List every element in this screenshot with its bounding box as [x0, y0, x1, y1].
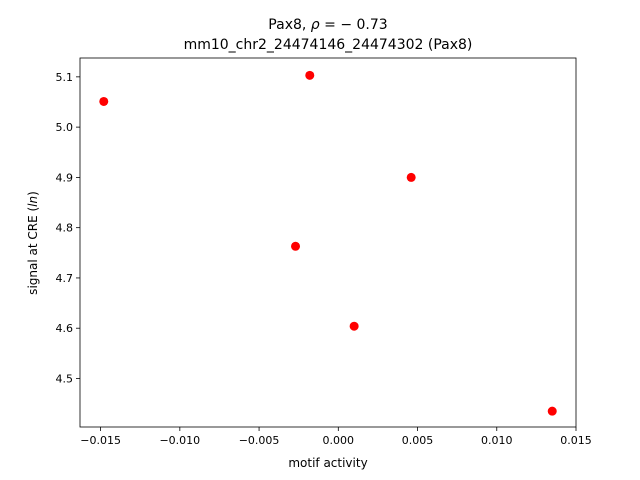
y-tick-label: 5.1 — [56, 71, 74, 84]
chart-subtitle: mm10_chr2_24474146_24474302 (Pax8) — [184, 37, 473, 53]
y-tick-label: 4.6 — [56, 322, 74, 335]
y-tick-label: 4.9 — [56, 171, 74, 184]
plot-frame — [79, 57, 577, 428]
y-axis-label-suffix: ) — [26, 191, 40, 196]
x-tick-label: −0.015 — [80, 434, 121, 447]
x-axis-label: motif activity — [288, 456, 367, 470]
title-stat-symbol: ρ — [311, 17, 320, 33]
chart-title: Pax8, ρ = − 0.73 — [268, 17, 387, 33]
y-tick-label: 5.0 — [56, 121, 74, 134]
data-point — [547, 406, 557, 416]
data-point — [406, 172, 416, 182]
y-axis-label-italic: ln — [26, 196, 40, 207]
plot-area: −0.015 −0.010 −0.005 0.000 0.005 0.010 0.015 4.… — [56, 57, 592, 447]
data-point — [291, 241, 301, 251]
x-tick-label: 0.015 — [560, 434, 592, 447]
y-tick-label: 4.8 — [56, 222, 74, 235]
x-tick-label: 0.000 — [323, 434, 355, 447]
title-gene: Pax8 — [268, 17, 302, 33]
y-axis-label-prefix: signal at CRE ( — [26, 207, 40, 295]
x-tick-label: 0.005 — [402, 434, 434, 447]
data-point — [349, 321, 359, 331]
data-point — [99, 96, 109, 106]
y-tick-label: 4.5 — [56, 372, 74, 385]
x-tick-label: −0.005 — [239, 434, 280, 447]
y-axis-label: signal at CRE (ln) — [26, 191, 40, 295]
data-point — [305, 70, 315, 80]
y-tick-label: 4.7 — [56, 272, 74, 285]
x-tick-label: 0.010 — [481, 434, 513, 447]
title-stat-value: = − 0.73 — [324, 17, 388, 33]
x-tick-label: −0.010 — [159, 434, 200, 447]
